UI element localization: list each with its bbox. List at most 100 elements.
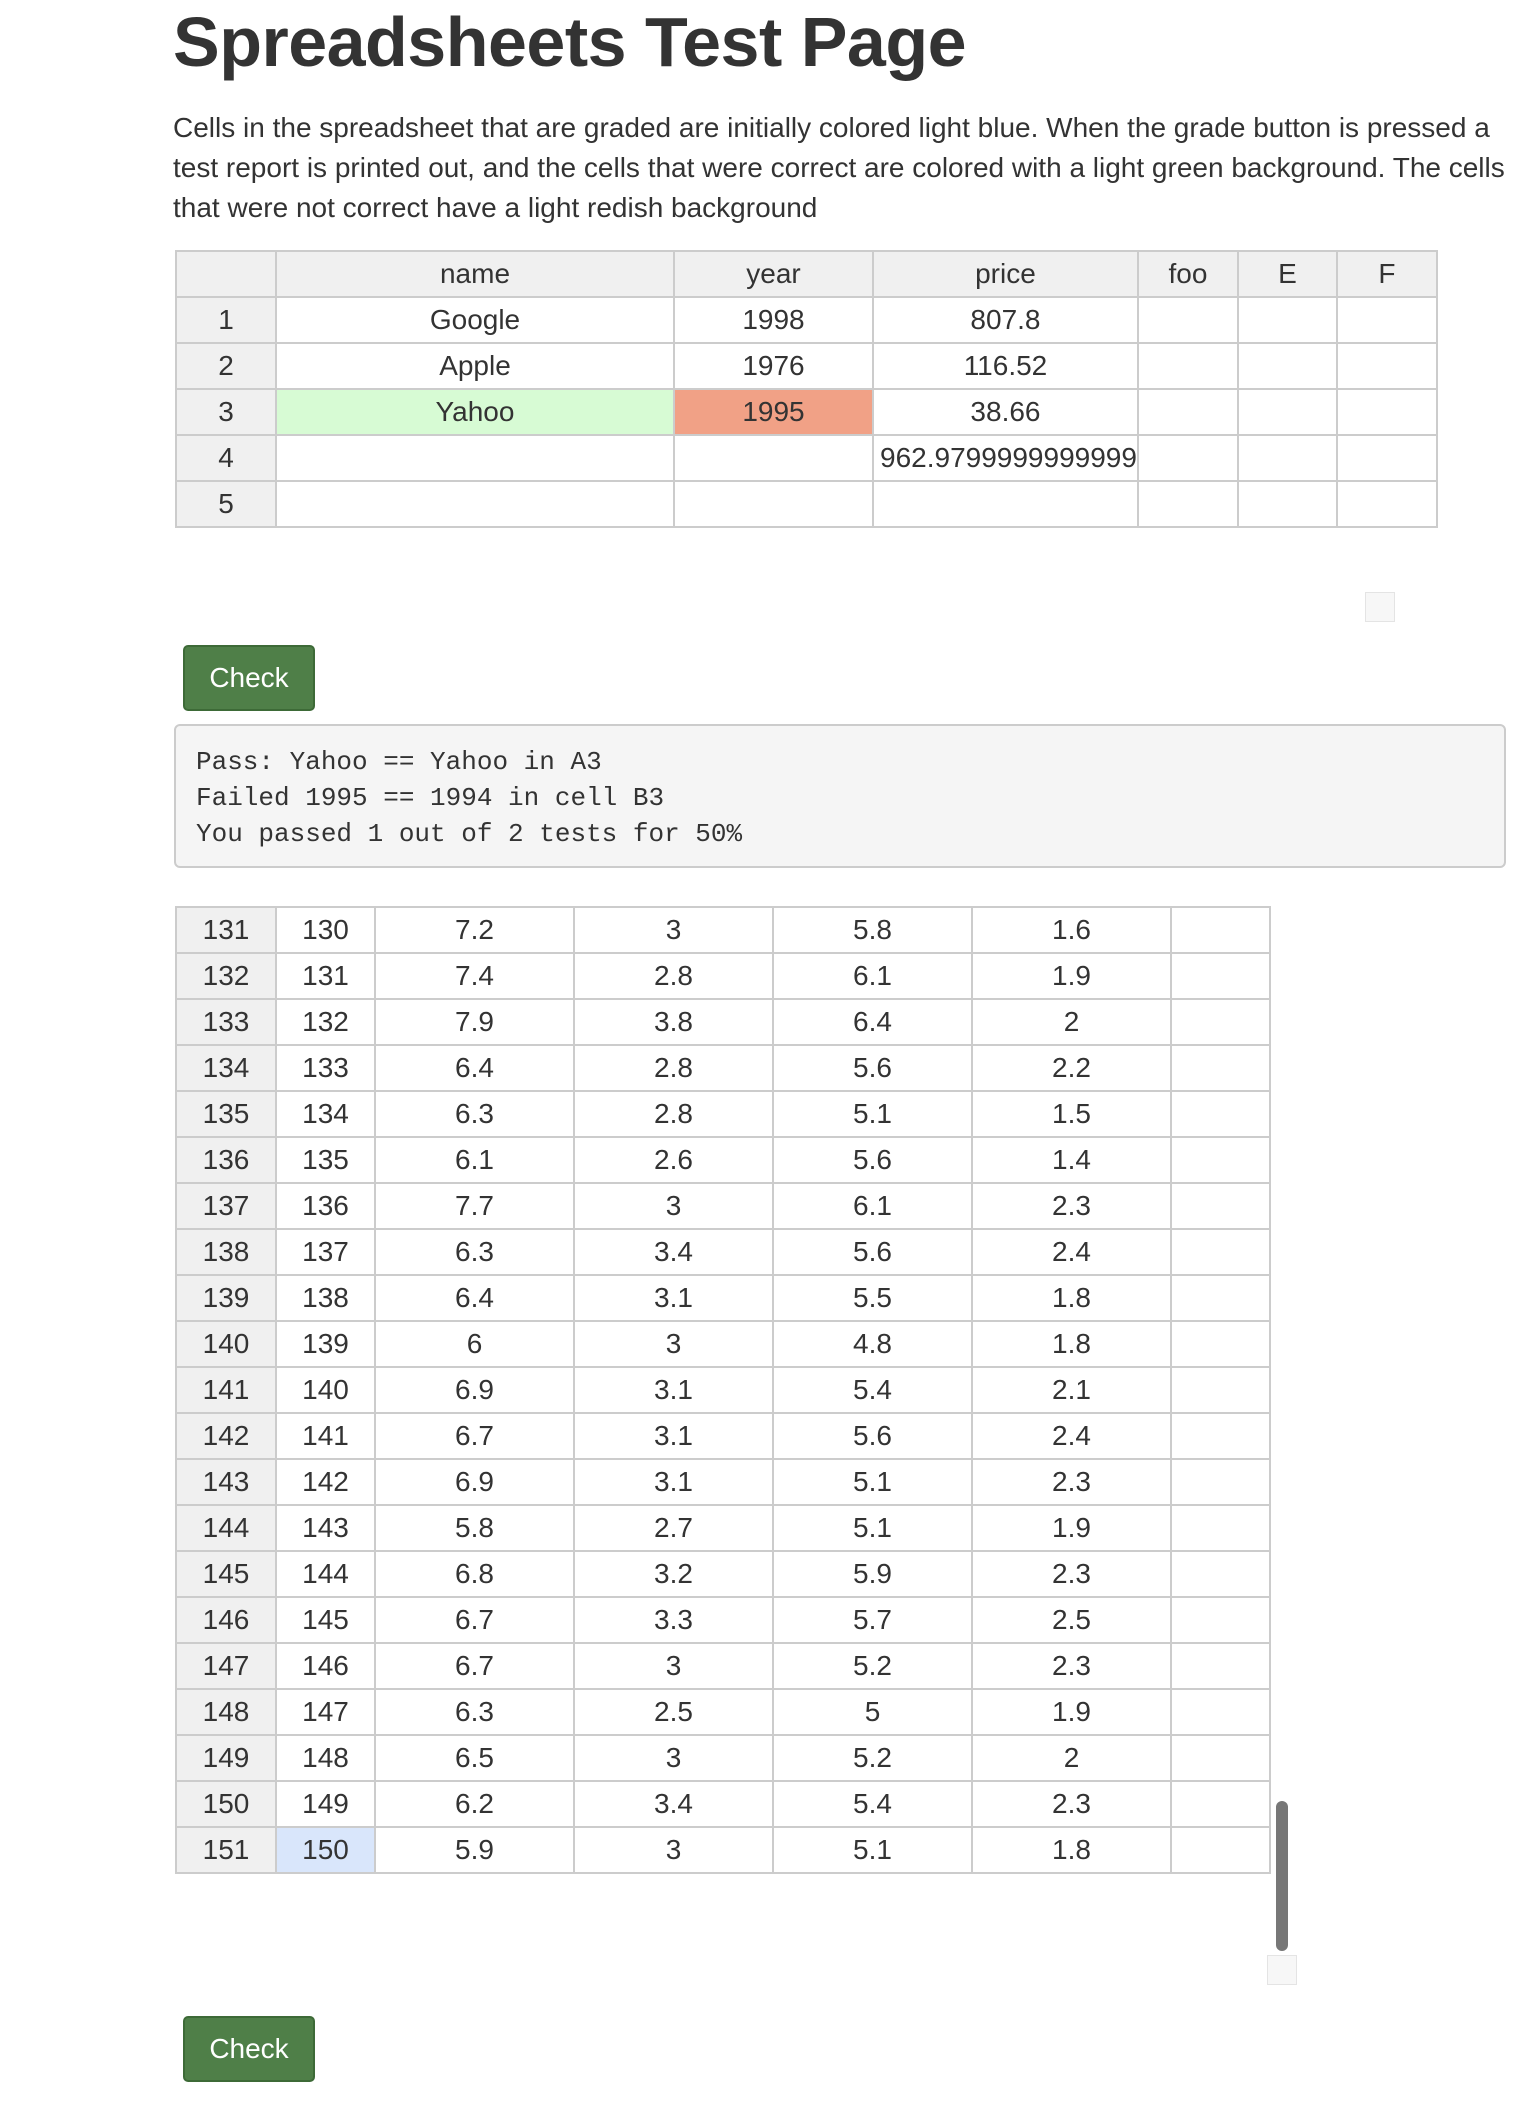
row-header[interactable]: 146	[175, 1596, 277, 1644]
row-header[interactable]: 149	[175, 1734, 277, 1782]
cell[interactable]: 134	[275, 1090, 376, 1138]
cell[interactable]: 6.8	[374, 1550, 575, 1598]
cell[interactable]: 6.9	[374, 1366, 575, 1414]
cell[interactable]	[1170, 1228, 1271, 1276]
cell[interactable]: 5.1	[772, 1458, 973, 1506]
corner-header[interactable]	[175, 250, 277, 298]
cell[interactable]: 6.3	[374, 1090, 575, 1138]
cell[interactable]: 2.8	[573, 1044, 774, 1092]
cell[interactable]: 143	[275, 1504, 376, 1552]
cell[interactable]: 1.8	[971, 1274, 1172, 1322]
cell[interactable]	[1170, 952, 1271, 1000]
cell[interactable]	[1335, 434, 1438, 482]
cell[interactable]: 6.1	[374, 1136, 575, 1184]
cell[interactable]: 5.4	[772, 1366, 973, 1414]
cell[interactable]: 6.2	[374, 1780, 575, 1828]
cell[interactable]: Apple	[275, 342, 675, 390]
cell[interactable]	[1170, 1182, 1271, 1230]
cell[interactable]	[1170, 1136, 1271, 1184]
cell[interactable]: 2.5	[573, 1688, 774, 1736]
cell[interactable]	[1170, 1734, 1271, 1782]
cell[interactable]: 5.1	[772, 1504, 973, 1552]
cell[interactable]	[1170, 998, 1271, 1046]
cell[interactable]: 5.9	[374, 1826, 575, 1874]
cell[interactable]	[1136, 480, 1239, 528]
cell[interactable]: 6.5	[374, 1734, 575, 1782]
cell[interactable]: 5.9	[772, 1550, 973, 1598]
resize-handle[interactable]	[1365, 592, 1395, 622]
cell[interactable]: 5.6	[772, 1228, 973, 1276]
cell[interactable]	[1170, 1366, 1271, 1414]
cell[interactable]: 144	[275, 1550, 376, 1598]
row-header[interactable]: 145	[175, 1550, 277, 1598]
cell[interactable]: 3.8	[573, 998, 774, 1046]
cell[interactable]: 3.4	[573, 1780, 774, 1828]
row-header[interactable]: 3	[175, 388, 277, 436]
cell[interactable]: 2	[971, 998, 1172, 1046]
scrollbar-thumb[interactable]	[1276, 1801, 1288, 1951]
cell[interactable]: 5.2	[772, 1734, 973, 1782]
cell[interactable]: 1976	[673, 342, 874, 390]
cell[interactable]	[1136, 342, 1239, 390]
cell[interactable]: 135	[275, 1136, 376, 1184]
cell[interactable]	[1170, 1826, 1271, 1874]
cell[interactable]: 5.5	[772, 1274, 973, 1322]
cell[interactable]: 5.1	[772, 1826, 973, 1874]
cell[interactable]: 146	[275, 1642, 376, 1690]
cell[interactable]: 2.2	[971, 1044, 1172, 1092]
row-header[interactable]: 142	[175, 1412, 277, 1460]
column-header-price[interactable]: price	[872, 250, 1139, 298]
row-header[interactable]: 2	[175, 342, 277, 390]
row-header[interactable]: 141	[175, 1366, 277, 1414]
cell[interactable]	[673, 480, 874, 528]
cell[interactable]: 133	[275, 1044, 376, 1092]
cell[interactable]: 5.6	[772, 1044, 973, 1092]
cell[interactable]: 4.8	[772, 1320, 973, 1368]
cell[interactable]: 1.9	[971, 1688, 1172, 1736]
cell[interactable]: 145	[275, 1596, 376, 1644]
graded-cell-fail[interactable]: 1995	[673, 388, 874, 436]
cell[interactable]	[1136, 388, 1239, 436]
cell[interactable]: 2.3	[971, 1550, 1172, 1598]
check-button[interactable]: Check	[183, 645, 315, 711]
row-header[interactable]: 5	[175, 480, 277, 528]
check-button[interactable]: Check	[183, 2016, 315, 2082]
cell[interactable]: 1.9	[971, 952, 1172, 1000]
cell[interactable]	[1236, 296, 1338, 344]
cell[interactable]	[1170, 1320, 1271, 1368]
cell[interactable]: 2.3	[971, 1458, 1172, 1506]
cell[interactable]: 1.6	[971, 906, 1172, 954]
selected-cell[interactable]: 150	[275, 1826, 376, 1874]
column-header-e[interactable]: E	[1236, 250, 1338, 298]
cell[interactable]	[1170, 1780, 1271, 1828]
cell[interactable]: 1.5	[971, 1090, 1172, 1138]
column-header-name[interactable]: name	[275, 250, 675, 298]
cell[interactable]: 6.7	[374, 1412, 575, 1460]
cell[interactable]	[673, 434, 874, 482]
cell[interactable]	[1236, 434, 1338, 482]
cell[interactable]	[1170, 1504, 1271, 1552]
cell[interactable]: 5.8	[374, 1504, 575, 1552]
cell[interactable]	[1136, 296, 1239, 344]
cell[interactable]: 2.3	[971, 1182, 1172, 1230]
cell[interactable]	[1170, 1642, 1271, 1690]
cell[interactable]: 132	[275, 998, 376, 1046]
cell[interactable]: 6.4	[772, 998, 973, 1046]
cell[interactable]	[1170, 906, 1271, 954]
cell[interactable]	[1335, 296, 1438, 344]
cell[interactable]: 149	[275, 1780, 376, 1828]
cell[interactable]: 3.3	[573, 1596, 774, 1644]
row-header[interactable]: 134	[175, 1044, 277, 1092]
cell[interactable]: 7.9	[374, 998, 575, 1046]
cell[interactable]: 6.4	[374, 1274, 575, 1322]
cell[interactable]: 2.5	[971, 1596, 1172, 1644]
cell[interactable]: 2.4	[971, 1412, 1172, 1460]
cell[interactable]: 962.9799999999999	[872, 434, 1139, 482]
cell[interactable]: 2.6	[573, 1136, 774, 1184]
cell[interactable]: 5.6	[772, 1136, 973, 1184]
cell[interactable]: 5.1	[772, 1090, 973, 1138]
cell[interactable]: 6.1	[772, 952, 973, 1000]
row-header[interactable]: 4	[175, 434, 277, 482]
cell[interactable]: 6.7	[374, 1596, 575, 1644]
row-header[interactable]: 137	[175, 1182, 277, 1230]
